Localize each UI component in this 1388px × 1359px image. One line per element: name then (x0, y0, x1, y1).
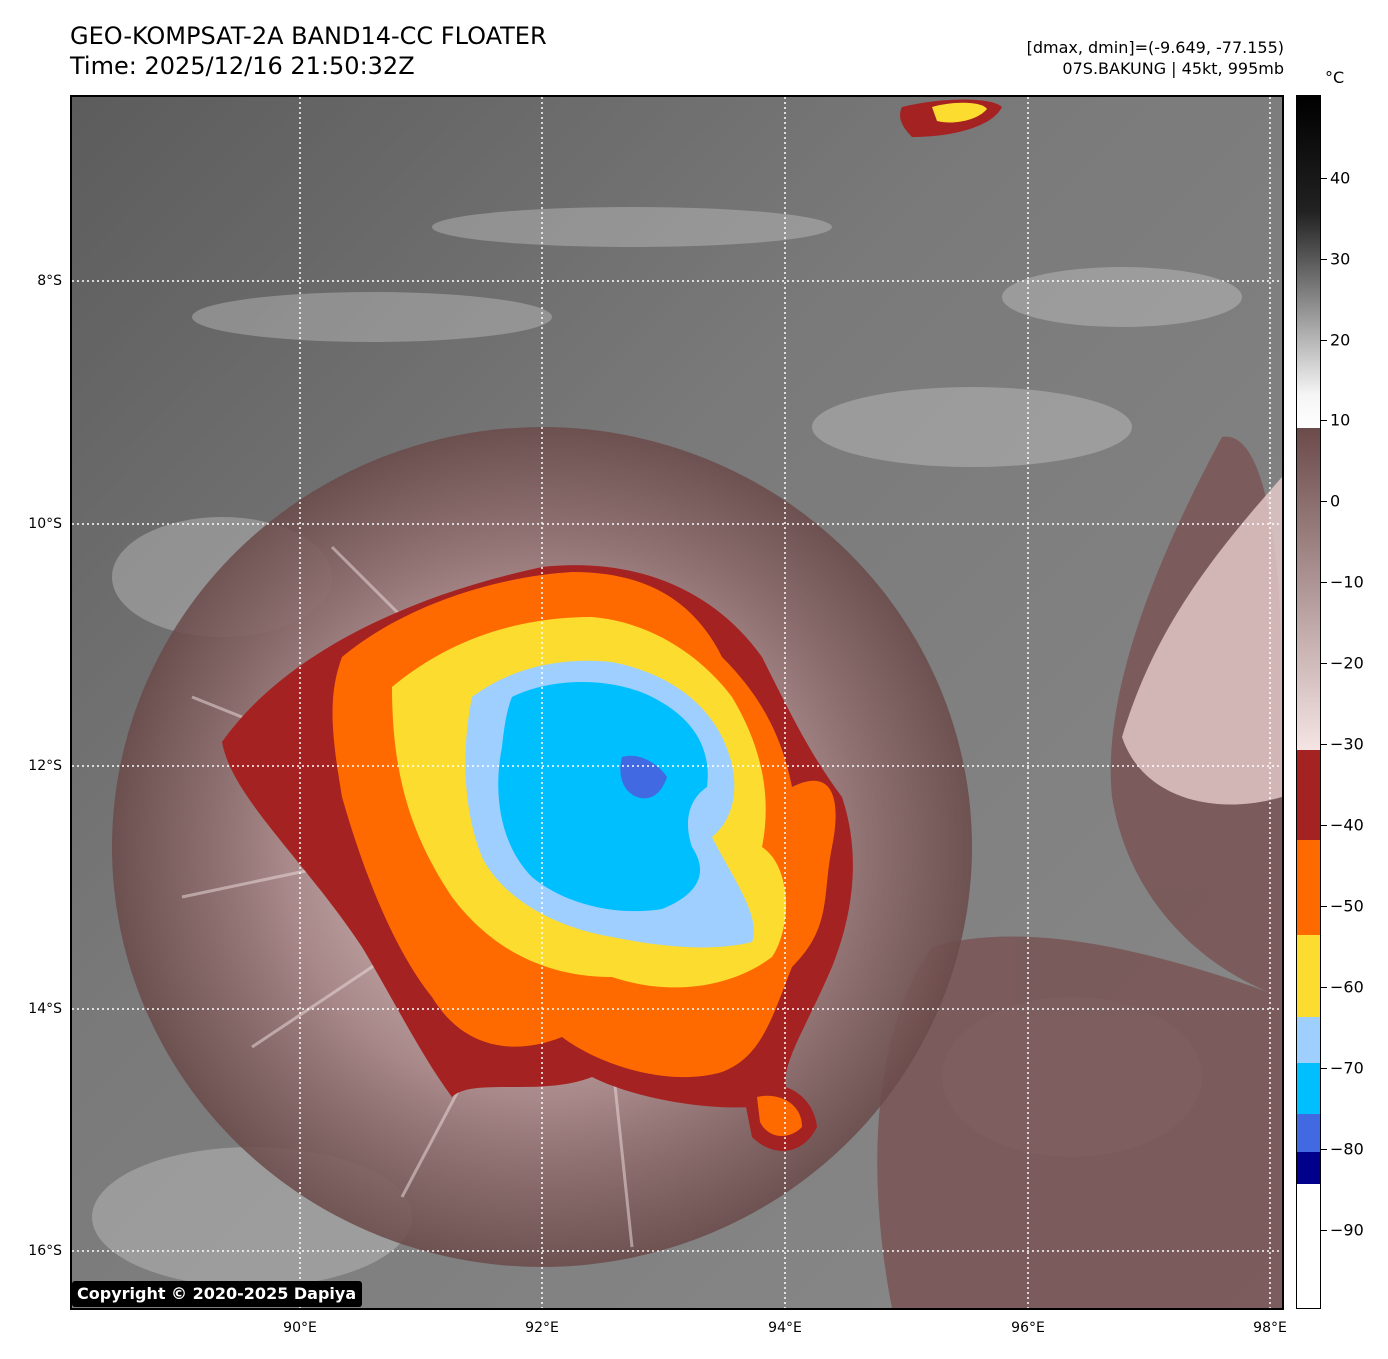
colorbar-tick (1321, 259, 1327, 260)
lat-label: 16°S (28, 1243, 62, 1259)
cold-cell-south-core (757, 1095, 802, 1137)
lon-label: 98°E (1253, 1320, 1287, 1336)
colorbar-tick-label: −50 (1330, 896, 1364, 916)
storm-info: 07S.BAKUNG | 45kt, 995mb (1062, 59, 1284, 78)
lat-label: 10°S (28, 516, 62, 532)
band-cyan (498, 682, 708, 912)
colorbar-tick (1321, 906, 1327, 907)
lon-label: 94°E (768, 1320, 802, 1336)
chart-title: GEO-KOMPSAT-2A BAND14-CC FLOATER (70, 22, 547, 50)
lat-label: 14°S (28, 1001, 62, 1017)
colorbar-unit: °C (1325, 68, 1345, 87)
colorbar-tick (1321, 987, 1327, 988)
colorbar-tick (1321, 825, 1327, 826)
colorbar-tick (1321, 178, 1327, 179)
colorbar-tick (1321, 501, 1327, 502)
colorbar (1296, 95, 1321, 1309)
chart-timestamp: Time: 2025/12/16 21:50:32Z (70, 52, 415, 80)
colorbar-tick-label: −90 (1330, 1220, 1364, 1240)
satellite-map[interactable] (70, 95, 1284, 1310)
colorbar-tick (1321, 744, 1327, 745)
lon-label: 92°E (525, 1320, 559, 1336)
colorbar-tick-label: −70 (1330, 1058, 1364, 1078)
colorbar-tick-label: 30 (1330, 249, 1351, 269)
colorbar-tick-label: −80 (1330, 1139, 1364, 1159)
lat-lon-grid (72, 97, 1282, 1308)
colorbar-tick-label: 0 (1330, 491, 1341, 511)
colorbar-tick (1321, 663, 1327, 664)
lon-label: 90°E (283, 1320, 317, 1336)
colorbar-tick (1321, 420, 1327, 421)
copyright-notice: Copyright © 2020-2025 Dapiya (72, 1281, 363, 1307)
lat-label: 12°S (28, 758, 62, 774)
dmax-dmin-readout: [dmax, dmin]=(-9.649, -77.155) (1026, 38, 1284, 57)
cold-spot-north-core (932, 102, 987, 123)
colorbar-tick-label: −20 (1330, 653, 1364, 673)
lat-label: 8°S (37, 273, 62, 289)
colorbar-tick (1321, 582, 1327, 583)
colorbar-tick-label: −30 (1330, 734, 1364, 754)
colorbar-tick-label: −40 (1330, 815, 1364, 835)
colorbar-tick (1321, 1068, 1327, 1069)
lon-label: 96°E (1011, 1320, 1045, 1336)
colorbar-tick (1321, 340, 1327, 341)
colorbar-tick (1321, 1230, 1327, 1231)
colorbar-gradient (1297, 96, 1320, 1308)
colorbar-tick-label: 10 (1330, 410, 1351, 430)
colorbar-tick (1321, 1149, 1327, 1150)
colorbar-tick-label: 40 (1330, 168, 1351, 188)
colorbar-tick-label: 20 (1330, 330, 1351, 350)
colorbar-tick-label: −60 (1330, 977, 1364, 997)
satellite-imagery (72, 97, 1282, 1308)
colorbar-tick-label: −10 (1330, 572, 1364, 592)
